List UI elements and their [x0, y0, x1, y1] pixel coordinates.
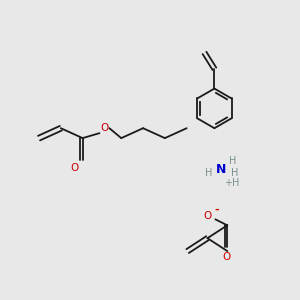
Text: -: - [214, 204, 219, 214]
Text: H: H [205, 168, 212, 178]
Text: +H: +H [224, 178, 240, 188]
Text: N: N [216, 163, 226, 176]
Text: O: O [70, 163, 79, 173]
Text: O: O [203, 212, 211, 221]
Text: H: H [230, 168, 238, 178]
Text: O: O [100, 123, 109, 133]
Text: O: O [222, 252, 230, 262]
Text: H: H [229, 156, 236, 166]
